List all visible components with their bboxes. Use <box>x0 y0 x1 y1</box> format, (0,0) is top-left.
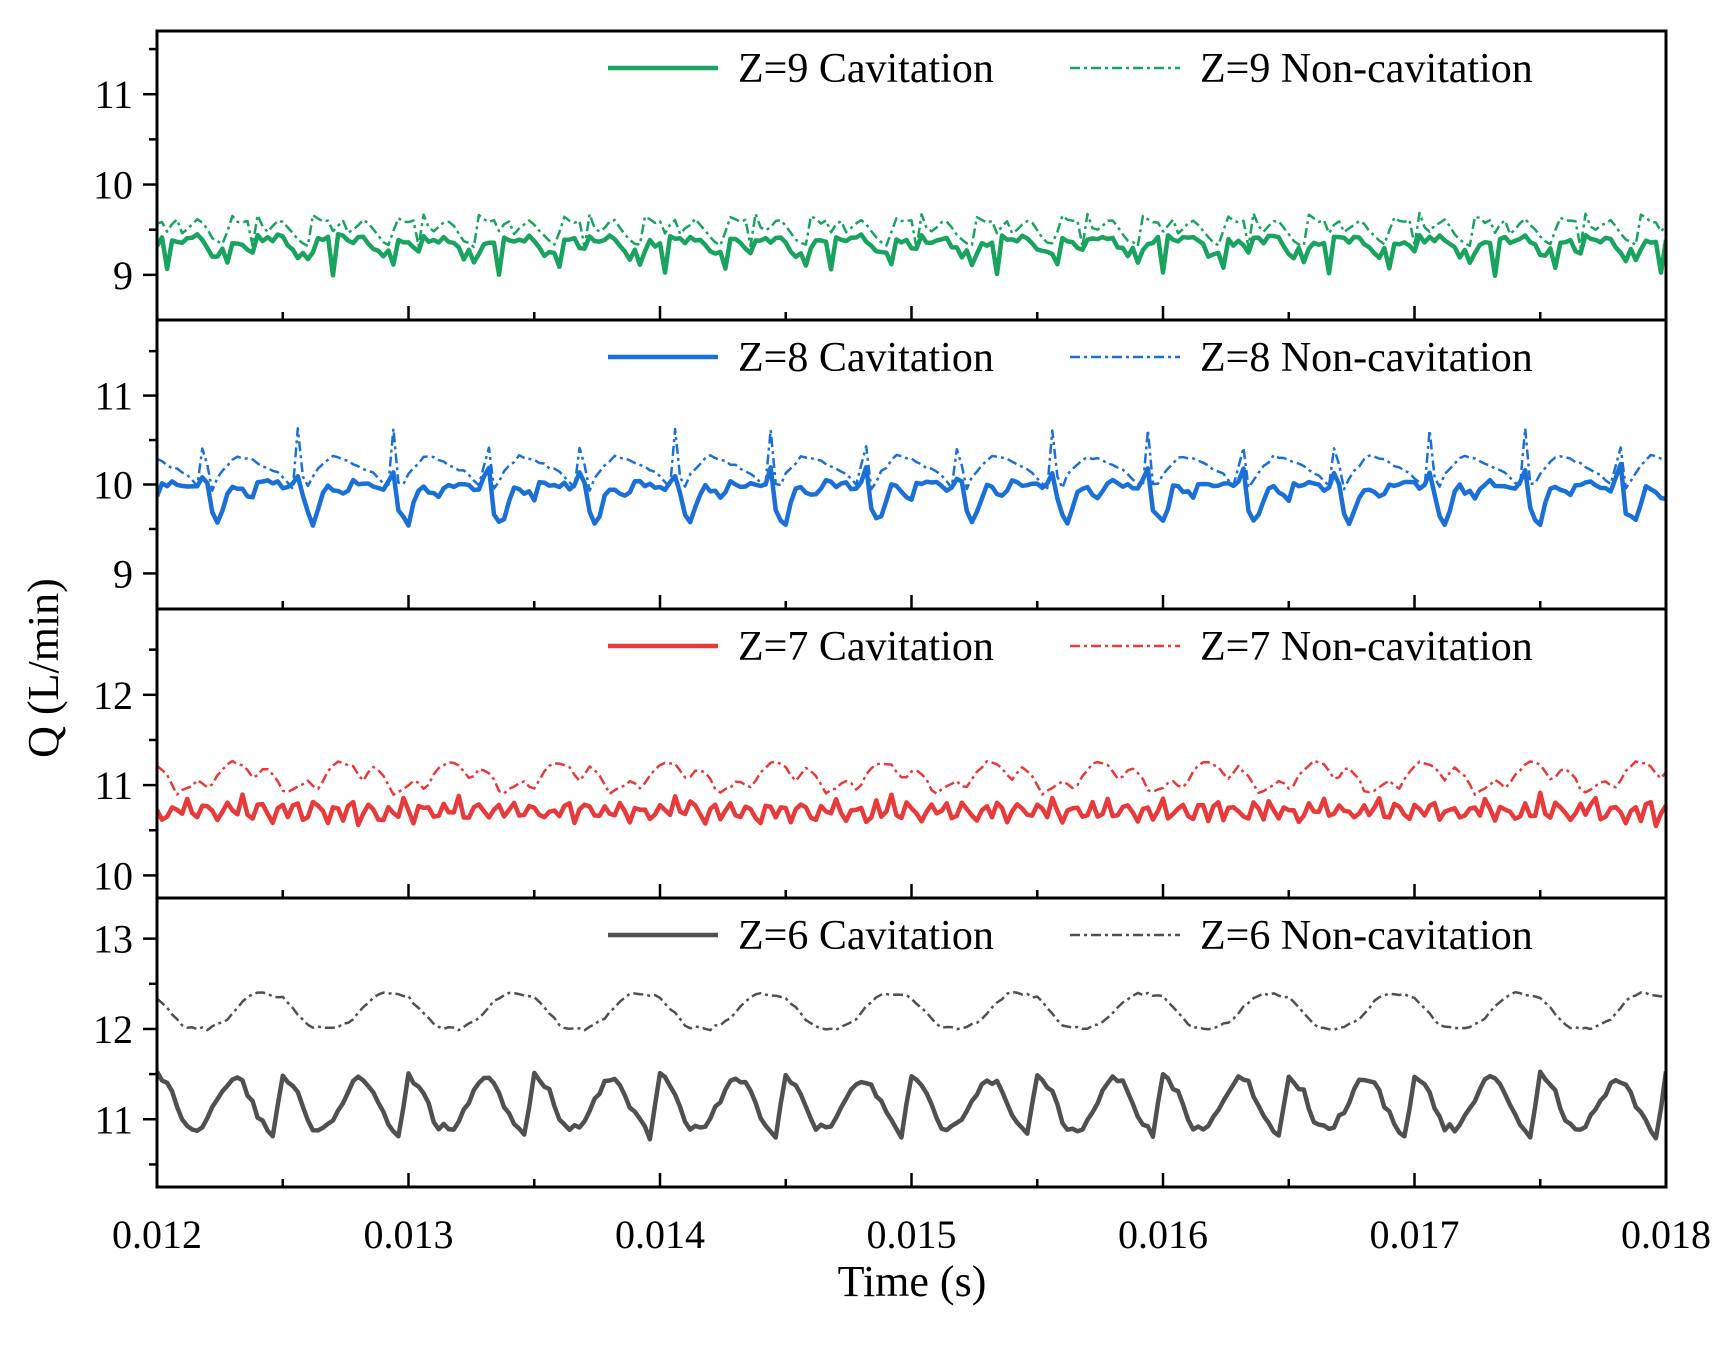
panel-z9: 9 10 11 Z=9 Cavitation Z=9 Non-cavitation <box>93 29 1668 322</box>
y-tick-label: 12 <box>93 673 133 718</box>
x-tick-label: 0.012 <box>112 1212 202 1257</box>
x-tick-label: 0.018 <box>1621 1212 1711 1257</box>
x-axis: 0.012 0.013 0.014 0.015 0.016 0.017 0.018 <box>112 1212 1711 1257</box>
panel-frame <box>155 896 1668 1189</box>
series-group <box>157 759 1666 829</box>
legend-label: Z=9 Cavitation <box>738 46 994 92</box>
legend-label: Z=7 Non-cavitation <box>1200 624 1533 670</box>
series-line-z-6-non-cavitation <box>157 990 1666 1032</box>
series-group <box>157 990 1666 1142</box>
series-group <box>157 211 1666 278</box>
legend-label: Z=6 Non-cavitation <box>1200 913 1533 959</box>
legend-label: Z=6 Cavitation <box>738 913 994 959</box>
y-tick-label: 11 <box>94 763 133 808</box>
x-tick-label: 0.014 <box>615 1212 705 1257</box>
y-tick-label: 10 <box>93 463 133 508</box>
series-line-z-6-cavitation <box>157 1069 1666 1142</box>
panel-z8: 9 10 11 Z=8 Cavitation Z=8 Non-cavitation <box>93 318 1668 611</box>
x-tick-label: 0.016 <box>1118 1212 1208 1257</box>
legend-label: Z=8 Cavitation <box>738 335 994 381</box>
series-group <box>157 427 1666 528</box>
series-line-z-8-non-cavitation <box>157 427 1666 492</box>
y-tick-label: 12 <box>93 1007 133 1052</box>
y-axis-title: Q (L/min) <box>19 578 68 758</box>
series-line-z-7-cavitation <box>157 790 1666 829</box>
x-tick-label: 0.017 <box>1370 1212 1460 1257</box>
legend-label: Z=7 Cavitation <box>738 624 994 670</box>
y-tick-label: 10 <box>93 163 133 208</box>
panel-z6: 11 12 13 Z=6 Cavitation Z=6 Non-cavitation <box>93 896 1668 1189</box>
y-tick-label: 11 <box>94 1097 133 1142</box>
series-line-z-9-non-cavitation <box>157 211 1666 250</box>
chart-panels: 9 10 11 Z=9 Cavitation Z=9 Non-cavitation 9 10… <box>93 29 1668 1189</box>
legend-label: Z=9 Non-cavitation <box>1200 46 1533 92</box>
y-tick-label: 9 <box>113 253 133 298</box>
y-tick-label: 13 <box>93 917 133 962</box>
legend-label: Z=8 Non-cavitation <box>1200 335 1533 381</box>
x-tick-label: 0.013 <box>364 1212 454 1257</box>
series-line-z-8-cavitation <box>157 461 1666 528</box>
panel-z7: 10 11 12 Z=7 Cavitation Z=7 Non-cavitation <box>93 607 1668 900</box>
y-tick-label: 9 <box>113 551 133 596</box>
x-tick-label: 0.015 <box>867 1212 957 1257</box>
series-line-z-7-non-cavitation <box>157 759 1666 796</box>
series-line-z-9-cavitation <box>157 231 1666 278</box>
y-tick-label: 10 <box>93 853 133 898</box>
x-axis-title: Time (s) <box>838 1257 987 1306</box>
y-tick-label: 11 <box>94 72 133 117</box>
y-tick-label: 11 <box>94 374 133 419</box>
